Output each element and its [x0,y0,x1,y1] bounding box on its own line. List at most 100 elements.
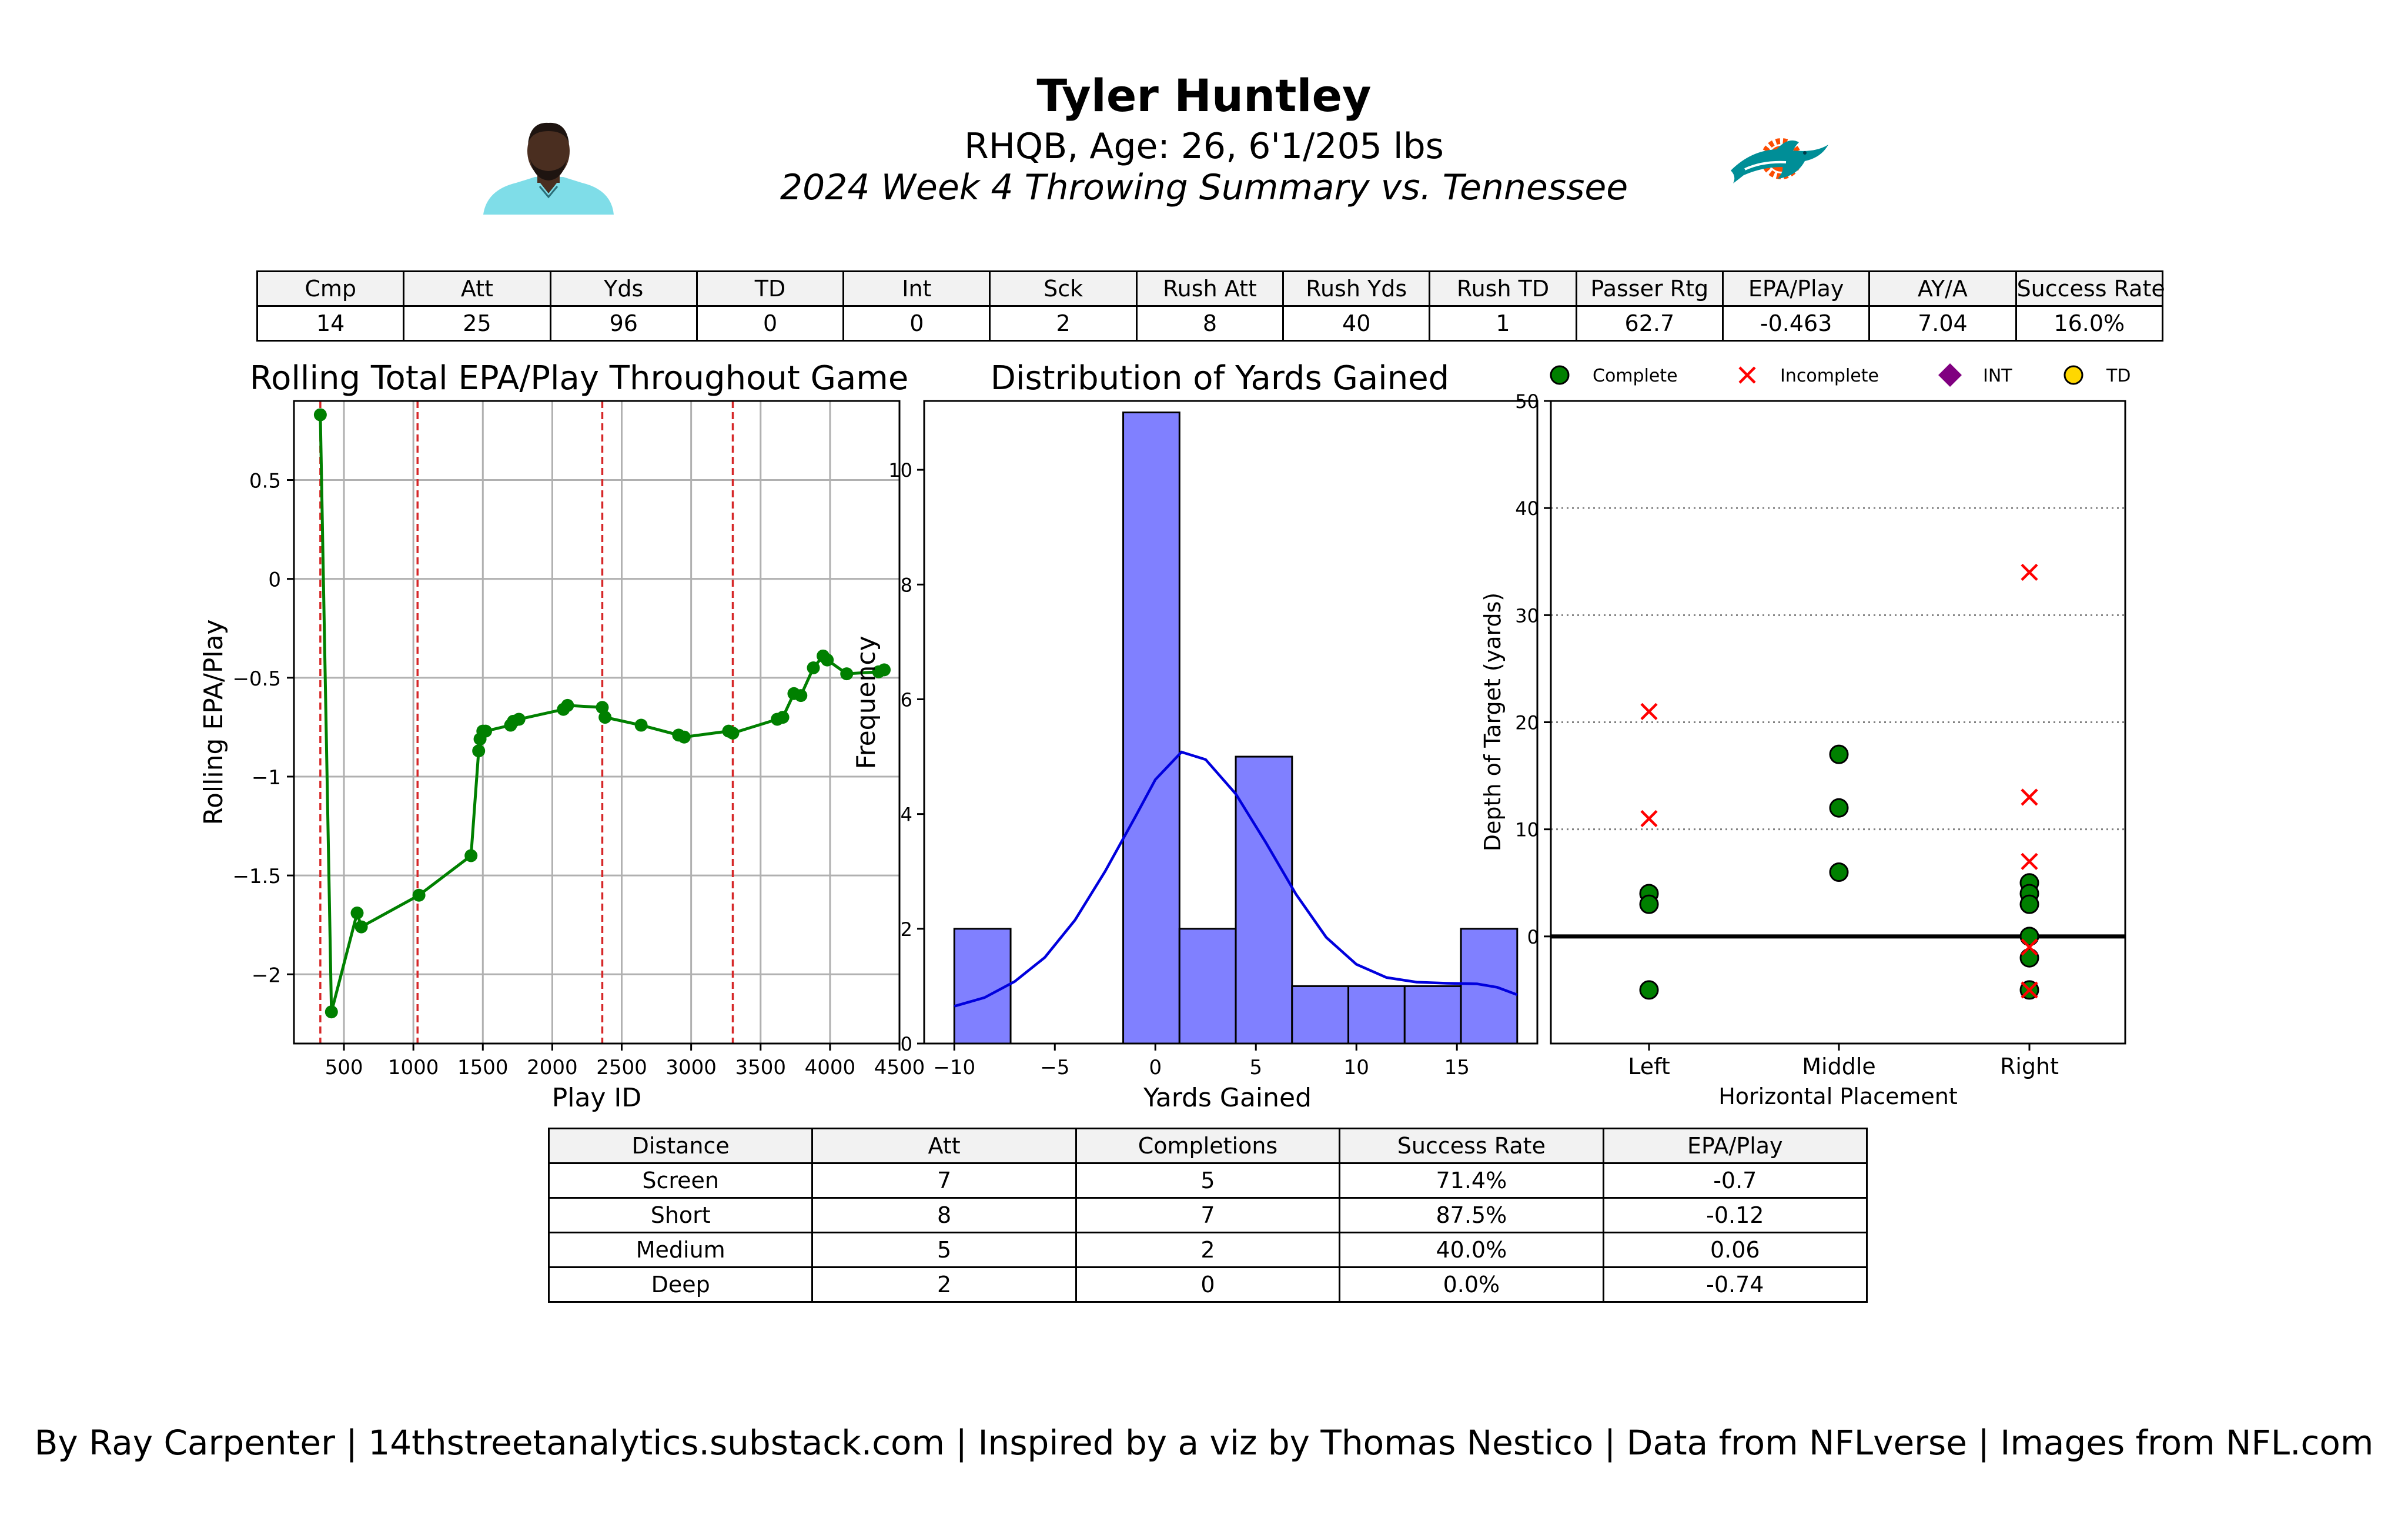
distance-cell: 7 [1075,1197,1341,1233]
epa-y-tick-label: 0 [268,568,281,592]
epa-point [479,724,493,738]
yards-histogram-plot: −10 −5 0 5 10 15 0 2 4 6 8 10 Distribution of Yards … [851,359,1539,1113]
stats-header-cell: Success Rate [2015,270,2165,307]
histogram-y-tick-label: 6 [901,688,912,711]
histogram-plot-frame [923,400,1539,1045]
epa-x-tick-label: 3500 [735,1056,786,1079]
incomplete-marker [2021,788,2038,806]
stats-header-cell: Att [403,270,551,307]
epa-chart-title: Rolling Total EPA/Play Throughout Game [250,359,909,397]
distance-table-body: Screen 7 5 71.4% -0.7 Short 8 7 87.5% -0.12 Medium… [547,1162,1868,1303]
legend-label: Complete [1593,366,1678,386]
complete-marker [2019,894,2039,914]
depth-x-tick-label: Left [1628,1054,1670,1079]
stats-header-cell: EPA/Play [1721,270,1871,307]
stats-header-cell: Passer Rtg [1575,270,1724,307]
complete-marker [1639,894,1659,914]
target-depth-plot: Left Middle Right 0 10 20 30 40 50 Horizontal Pla… [1480,363,2131,1109]
epa-x-tick-label: 4500 [874,1056,925,1079]
legend-marker [1550,365,1570,385]
distance-table: Distance Att Completions Success Rate EPA/Pl… [547,1128,1868,1303]
stats-header-cell: TD [695,270,845,307]
distance-cell: Medium [547,1232,814,1268]
epa-y-tick-label: −1.5 [232,865,281,888]
epa-point [354,920,368,934]
stats-value-cell: 16.0% [2015,305,2164,342]
epa-x-tick-label: 3000 [665,1056,717,1079]
footer-credits: By Ray Carpenter | 14thstreetanalytics.s… [34,1423,2374,1463]
distance-cell: 2 [1075,1232,1341,1268]
incomplete-marker [2021,563,2038,581]
histogram-x-axis-label: Yards Gained [1143,1083,1312,1113]
depth-x-axis-label: Horizontal Placement [1718,1083,1958,1109]
game-summary-title: 2024 Week 4 Throwing Summary vs. Tenness… [780,167,1628,208]
stats-value-cell: 2 [989,305,1138,342]
epa-x-tick-label: 500 [325,1056,363,1079]
page-title: Tyler Huntley [1036,69,1372,122]
histogram-y-tick-label: 0 [901,1033,912,1055]
distance-row: Short 8 7 87.5% -0.12 [547,1197,1868,1233]
histogram-y-tick-label: 4 [901,804,912,826]
distance-cell: 0.0% [1339,1266,1604,1303]
epa-y-tick-label: 0.5 [249,470,281,493]
distance-cell: 40.0% [1339,1232,1604,1268]
stats-value-row: 14 25 96 0 0 2 8 40 1 62.7 -0.463 7.04 16.0% [256,305,2164,342]
distance-cell: 71.4% [1339,1162,1604,1199]
epa-point [350,907,364,920]
miami-dolphins-logo [1731,138,1828,183]
distance-cell: 87.5% [1339,1197,1604,1233]
epa-point [794,689,808,703]
depth-x-tick-label: Right [2000,1054,2059,1079]
distance-cell: -0.74 [1602,1266,1868,1303]
incomplete-marker [2021,938,2038,956]
epa-x-tick-label: 4000 [805,1056,856,1079]
complete-marker [1829,862,1849,882]
stats-header-cell: AY/A [1868,270,2017,307]
epa-plot-frame [293,400,901,1045]
epa-x-tick-label: 2000 [527,1056,578,1079]
depth-y-tick-label: 20 [1515,712,1539,734]
histogram-y-tick-label: 8 [901,574,912,596]
stats-value-cell: 25 [403,305,551,342]
distance-row: Deep 2 0 0.0% -0.74 [547,1266,1868,1303]
depth-y-axis-label: Depth of Target (yards) [1480,593,1506,851]
histogram-x-tick-label: 15 [1444,1056,1470,1079]
stats-header-cell: Cmp [256,270,405,307]
stats-value-cell: 0 [842,305,991,342]
depth-x-tick-label: Middle [1802,1054,1876,1079]
epa-y-tick-label: −1 [252,766,281,790]
depth-y-tick-label: 50 [1515,390,1539,413]
epa-point [840,667,854,681]
histogram-bar [1347,985,1406,1045]
stats-header-cell: Yds [549,270,698,307]
distance-cell: 8 [811,1197,1077,1233]
epa-point [776,711,790,724]
complete-marker [2019,927,2039,947]
stats-value-cell: 0 [695,305,845,342]
legend-label: Incomplete [1780,366,1879,386]
histogram-bar [1122,412,1180,1045]
histogram-x-tick-label: 5 [1249,1056,1262,1079]
epa-point [726,726,740,740]
distance-row: Screen 7 5 71.4% -0.7 [547,1162,1868,1199]
player-headshot [483,122,614,215]
stats-value-cell: 8 [1135,305,1285,342]
epa-point [472,744,486,758]
distance-cell: 0 [1075,1266,1341,1303]
distance-cell: 5 [1075,1162,1341,1199]
epa-point [878,663,891,677]
incomplete-marker [2021,981,2038,999]
distance-cell: -0.12 [1602,1197,1868,1233]
depth-y-tick-label: 40 [1515,497,1539,520]
epa-point [821,653,834,667]
legend-label: TD [2106,366,2131,386]
epa-x-tick-label: 2500 [596,1056,647,1079]
epa-point [464,849,478,862]
distance-cell: 2 [811,1266,1077,1303]
complete-marker [2019,948,2039,968]
kde-curve [954,750,1518,1008]
epa-point [677,730,691,744]
stats-header-cell: Rush Att [1135,270,1285,307]
